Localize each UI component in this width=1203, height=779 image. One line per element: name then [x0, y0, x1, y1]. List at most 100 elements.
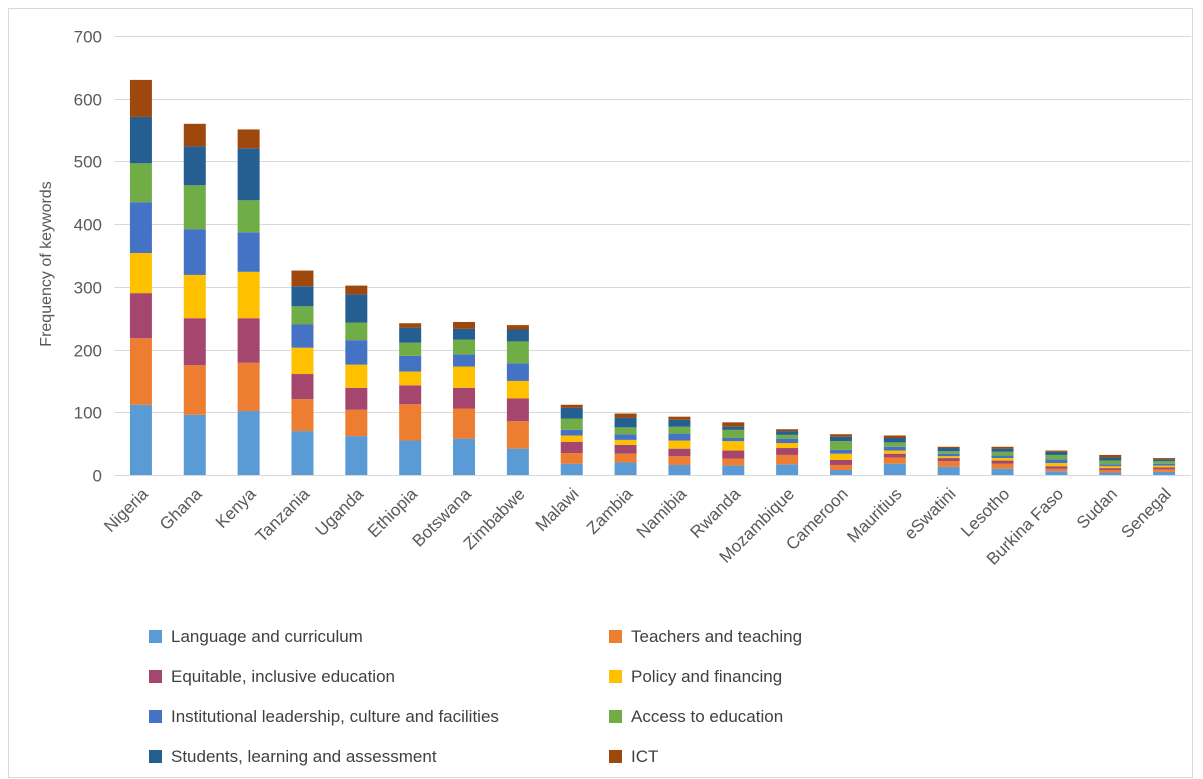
bar-segment	[399, 342, 422, 356]
legend-entry: Teachers and teaching	[609, 627, 802, 646]
x-tick-label: Uganda	[312, 484, 368, 540]
bar-segment	[560, 435, 583, 442]
bar-segment	[883, 437, 906, 443]
bar-segment	[668, 464, 691, 475]
bar-segment	[991, 451, 1014, 456]
bar-segment	[129, 252, 152, 294]
bar-stack-mauritius	[883, 435, 906, 475]
bar-segment	[345, 364, 368, 388]
y-tick-label: 200	[74, 342, 102, 361]
legend-label: Equitable, inclusive education	[171, 667, 395, 686]
bar-segment	[829, 453, 852, 460]
bar-segment	[1099, 469, 1122, 473]
bar-segment	[991, 446, 1014, 449]
bar-segment	[237, 129, 260, 149]
bar-stack-namibia	[668, 416, 691, 475]
bar-segment	[506, 421, 529, 449]
x-tick-label: Tanzania	[252, 484, 314, 546]
bar-segment	[129, 116, 152, 164]
bar-segment	[506, 325, 529, 330]
x-tick-label: Sudan	[1073, 484, 1121, 532]
bar-segment	[991, 455, 1014, 459]
bar-segment	[776, 443, 799, 449]
bar-segment	[937, 451, 960, 454]
bar-segment	[991, 460, 1014, 464]
bar-segment	[345, 340, 368, 365]
bar-stack-sudan	[1099, 454, 1122, 475]
bar-segment	[453, 438, 476, 475]
bar-segment	[291, 324, 314, 348]
bar-stack-kenya	[237, 129, 260, 475]
bar-segment	[937, 461, 960, 467]
bar-segment	[883, 435, 906, 438]
bar-segment	[183, 274, 206, 319]
bar-segment	[453, 354, 476, 367]
bar-segment	[399, 371, 422, 386]
bar-segment	[722, 465, 745, 475]
legend-swatch	[149, 750, 162, 763]
bar-segment	[506, 448, 529, 475]
bar-segment	[776, 434, 799, 439]
bar-segment	[399, 385, 422, 405]
bar-stack-zimbabwe	[506, 325, 529, 475]
x-tick-label: Ghana	[156, 484, 206, 534]
bar-segment	[183, 365, 206, 415]
bar-segment	[291, 431, 314, 475]
legend-entry: Language and curriculum	[149, 627, 363, 646]
bar-segment	[668, 456, 691, 465]
bar-segment	[1153, 463, 1176, 466]
legend-label: ICT	[631, 747, 658, 766]
bar-stack-malawi	[560, 404, 583, 475]
legend-label: Students, learning and assessment	[171, 747, 437, 766]
bar-segment	[1153, 467, 1176, 470]
bar-segment	[560, 407, 583, 419]
bar-stack-ghana	[183, 123, 206, 475]
bar-segment	[883, 442, 906, 447]
bar-stack-senegal	[1153, 458, 1176, 475]
bar-segment	[237, 318, 260, 363]
bar-segment	[937, 458, 960, 462]
bar-segment	[991, 458, 1014, 461]
bar-segment	[560, 418, 583, 430]
bar-segment	[668, 433, 691, 441]
bar-segment	[829, 469, 852, 475]
bar-segment	[614, 417, 637, 428]
bar-segment	[937, 448, 960, 452]
bar-stack-cameroon	[829, 434, 852, 475]
bar-segment	[237, 232, 260, 272]
bar-segment	[453, 366, 476, 388]
bar-segment	[345, 387, 368, 410]
bar-segment	[183, 146, 206, 186]
bar-segment	[1045, 471, 1068, 475]
bar-segment	[453, 321, 476, 329]
bar-segment	[1045, 468, 1068, 472]
bar-segment	[237, 271, 260, 319]
bar-segment	[345, 285, 368, 295]
bar-segment	[722, 458, 745, 466]
chart-frame: 0 100 200 300 400 500 600 700 Frequency of keyw…	[8, 8, 1193, 778]
bar-segment	[1045, 451, 1068, 455]
bar-segment	[560, 404, 583, 408]
y-tick-label: 100	[74, 404, 102, 423]
bar-segment	[883, 453, 906, 458]
bar-stack-botswana	[453, 321, 476, 475]
bar-stack-zambia	[614, 413, 637, 475]
bar-segment	[345, 294, 368, 323]
bar-segment	[1153, 461, 1176, 464]
bar-segment	[183, 414, 206, 475]
legend-swatch	[149, 630, 162, 643]
legend-swatch	[609, 670, 622, 683]
bar-segment	[668, 448, 691, 457]
legend-entry: Institutional leadership, culture and fa…	[149, 707, 499, 726]
bars	[129, 79, 1176, 475]
legend-label: Teachers and teaching	[631, 627, 802, 646]
bar-segment	[883, 446, 906, 451]
bar-segment	[1099, 472, 1122, 475]
bar-segment	[129, 202, 152, 253]
bar-segment	[829, 441, 852, 450]
bar-segment	[291, 347, 314, 375]
bar-segment	[722, 422, 745, 427]
bar-segment	[345, 436, 368, 475]
legend-label: Language and curriculum	[171, 627, 363, 646]
bar-segment	[399, 404, 422, 441]
